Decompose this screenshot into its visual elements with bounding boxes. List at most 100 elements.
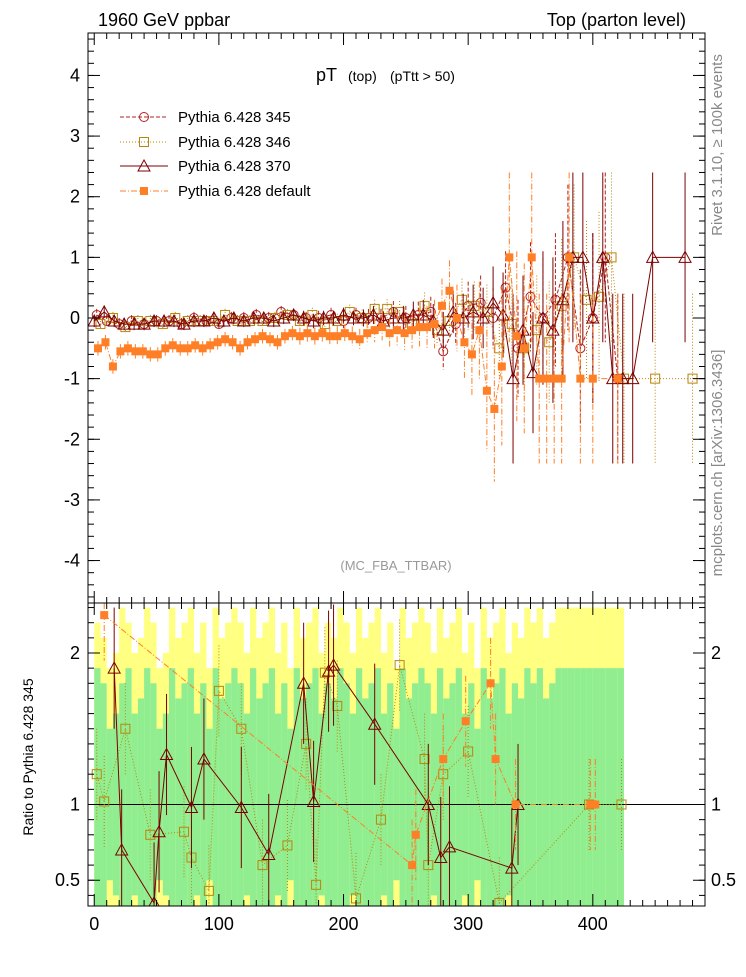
marker-r370 bbox=[367, 717, 382, 730]
band-green bbox=[200, 683, 207, 906]
band-green bbox=[237, 683, 244, 906]
ratio-ytick-label: 0.5 bbox=[55, 870, 80, 890]
marker-pdef bbox=[198, 344, 207, 353]
marker-pdef bbox=[613, 374, 622, 383]
marker-p370 bbox=[466, 304, 480, 318]
band-green bbox=[511, 683, 519, 906]
marker-pdef bbox=[340, 329, 349, 338]
marker-p370 bbox=[157, 313, 171, 327]
band-green bbox=[605, 668, 612, 906]
band-green bbox=[617, 668, 624, 906]
marker-p370 bbox=[546, 323, 560, 336]
marker-r346 bbox=[203, 885, 214, 896]
band-green bbox=[250, 668, 257, 906]
band-green bbox=[187, 668, 194, 906]
band-green bbox=[468, 683, 475, 906]
marker-r346 bbox=[394, 660, 405, 671]
marker-p370 bbox=[236, 313, 251, 327]
band-green bbox=[399, 668, 406, 906]
marker-r346 bbox=[213, 685, 224, 696]
marker-pdef bbox=[490, 404, 499, 413]
main-ytick-label: -1 bbox=[64, 369, 80, 389]
band-green bbox=[480, 668, 487, 906]
marker-p370 bbox=[127, 317, 141, 330]
marker-p345 bbox=[500, 282, 511, 293]
marker-pdef bbox=[310, 332, 319, 341]
band-green bbox=[486, 698, 494, 906]
main-ytick-label: 3 bbox=[70, 126, 80, 146]
ratio-ytick-label-right: 2 bbox=[711, 643, 721, 663]
marker-r346 bbox=[282, 840, 293, 851]
marker-pdef bbox=[303, 329, 312, 338]
ratio-ytick-label-right: 0.5 bbox=[711, 870, 736, 890]
marker-pdef bbox=[153, 350, 162, 359]
marker-p370 bbox=[256, 310, 271, 324]
marker-r346 bbox=[178, 826, 189, 837]
main-panel: -4 -3 -2 -1 0 1 2 3 4 pT (top) (pTtt > 50) (MC_F… bbox=[64, 32, 706, 604]
marker-r346 bbox=[257, 860, 268, 871]
marker-rdef bbox=[486, 679, 495, 688]
marker-r346 bbox=[301, 738, 312, 749]
marker-pdef bbox=[482, 386, 491, 395]
marker-p346 bbox=[95, 319, 106, 330]
marker-pdef bbox=[213, 338, 222, 347]
band-green bbox=[293, 668, 300, 906]
marker-r346 bbox=[375, 814, 386, 825]
band-green bbox=[567, 668, 575, 906]
series-rdef bbox=[100, 603, 600, 906]
marker-pdef bbox=[168, 341, 177, 350]
header-right: Top (parton level) bbox=[547, 10, 686, 30]
marker-pdef bbox=[385, 329, 394, 338]
marker-r346 bbox=[332, 701, 343, 712]
marker-p370 bbox=[366, 307, 381, 321]
main-title-suffix-2: (pTtt > 50) bbox=[390, 68, 455, 84]
band-green bbox=[412, 683, 419, 906]
ratio-ytick-label-right: 1 bbox=[711, 794, 721, 814]
mcplots-label: mcplots.cern.ch [arXiv:1306.3436] bbox=[709, 350, 726, 577]
marker-p370 bbox=[406, 307, 421, 321]
marker-pdef bbox=[452, 314, 461, 322]
band-green bbox=[144, 668, 151, 906]
marker-pdef bbox=[318, 329, 327, 338]
marker-pdef bbox=[221, 335, 230, 344]
marker-p370 bbox=[266, 313, 281, 327]
marker-p370 bbox=[436, 323, 451, 336]
marker-pdef bbox=[348, 332, 357, 341]
marker-pdef bbox=[505, 253, 514, 262]
marker-pdef bbox=[565, 253, 574, 262]
band-green bbox=[225, 683, 232, 906]
marker-p346 bbox=[650, 373, 661, 384]
marker-p370 bbox=[526, 365, 540, 379]
marker-pdef bbox=[228, 338, 237, 347]
marker-p346 bbox=[157, 319, 168, 330]
band-green bbox=[256, 698, 263, 906]
marker-r346 bbox=[494, 897, 505, 906]
marker-pdef bbox=[325, 332, 334, 341]
legend-entry-345: Pythia 6.428 345 bbox=[120, 109, 291, 126]
marker-pdef bbox=[258, 332, 267, 341]
band-green bbox=[561, 668, 568, 906]
ratio-panel: 0.5 0.5 1 1 2 2 0 100 200 300 400 Ratio to Pythia … bbox=[20, 602, 736, 934]
marker-p346 bbox=[220, 309, 231, 320]
ratio-xtick-label: 0 bbox=[89, 914, 99, 934]
main-watermark: (MC_FBA_TTBAR) bbox=[340, 558, 451, 573]
marker-pdef bbox=[378, 323, 387, 332]
marker-p370 bbox=[286, 307, 301, 321]
marker-p346 bbox=[382, 303, 393, 314]
band-green bbox=[580, 668, 587, 906]
ratio-clipped-group bbox=[88, 603, 705, 906]
band-green bbox=[125, 668, 132, 906]
band-green bbox=[324, 683, 332, 906]
marker-rdef bbox=[461, 717, 470, 726]
marker-pdef bbox=[183, 344, 192, 353]
marker-p370 bbox=[137, 317, 151, 330]
legend-label-345: Pythia 6.428 345 bbox=[178, 109, 291, 126]
marker-p370 bbox=[536, 310, 550, 324]
marker-pdef bbox=[288, 329, 297, 338]
marker-p370 bbox=[97, 304, 112, 318]
marker-rdef bbox=[100, 611, 109, 620]
marker-p346 bbox=[594, 291, 605, 302]
marker-pdef bbox=[576, 374, 585, 383]
marker-r346 bbox=[99, 796, 110, 807]
